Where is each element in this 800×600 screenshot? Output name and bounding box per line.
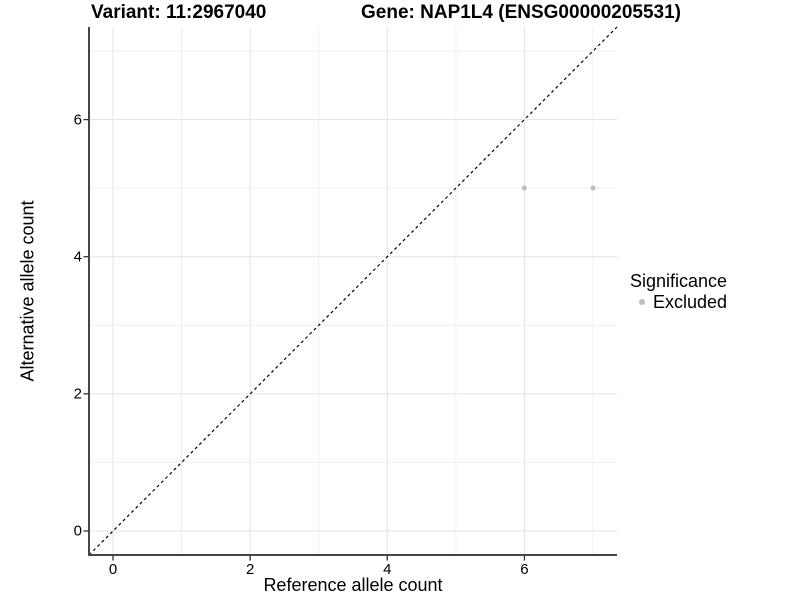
data-point <box>521 185 527 191</box>
data-point <box>590 185 596 191</box>
y-tick-label: 0 <box>73 522 82 540</box>
plot-title-variant: Variant: 11:2967040 <box>91 2 267 23</box>
y-tick-label: 4 <box>73 248 82 266</box>
y-axis-title: Alternative allele count <box>17 200 38 382</box>
legend-title: Significance <box>630 271 728 291</box>
x-tick-label: 0 <box>108 561 118 578</box>
legend: Significance Excluded <box>630 271 727 312</box>
legend-item-excluded: Excluded <box>630 292 727 312</box>
excluded-point-icon <box>638 299 645 305</box>
x-tick-label: 6 <box>520 561 529 578</box>
plot-title-gene: Gene: NAP1L4 (ENSG00000205531) <box>361 2 681 23</box>
y-tick-label: 6 <box>73 111 82 129</box>
identity-line <box>88 26 618 556</box>
x-axis-title: Reference allele count <box>263 575 443 595</box>
legend-item-label: Excluded <box>653 291 728 312</box>
y-tick-label: 2 <box>73 385 82 403</box>
x-tick-label: 2 <box>245 561 255 578</box>
legend-key <box>634 295 649 310</box>
x-tick-label: 4 <box>383 561 392 578</box>
